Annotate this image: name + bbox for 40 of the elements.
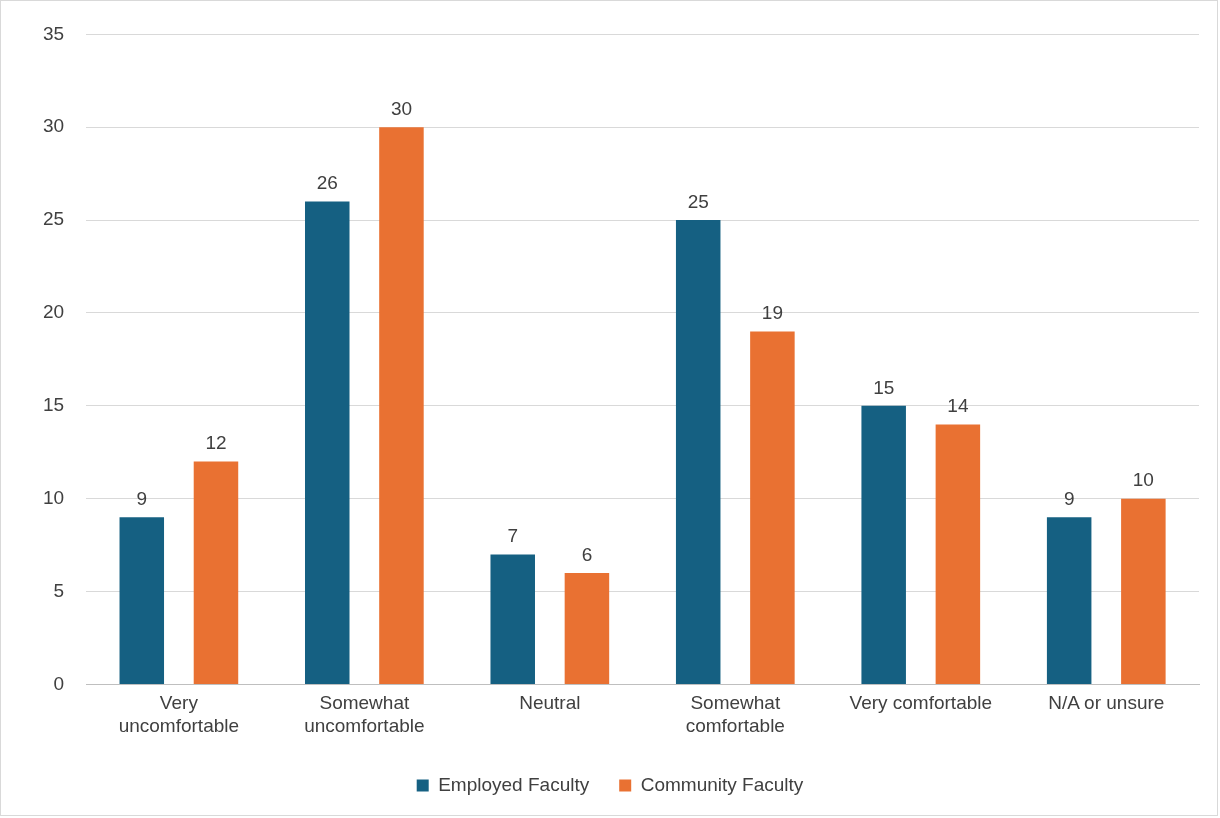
bar bbox=[861, 405, 906, 684]
data-label: 10 bbox=[1132, 469, 1154, 491]
bar bbox=[1046, 517, 1092, 684]
data-label: 26 bbox=[316, 172, 338, 194]
data-label: 30 bbox=[390, 97, 413, 119]
data-label: 25 bbox=[687, 190, 709, 212]
data-label: 7 bbox=[507, 525, 519, 547]
bar bbox=[750, 331, 795, 684]
x-tick-label: Neutral bbox=[519, 692, 581, 714]
x-tick-label: Somewhat comfortable bbox=[685, 692, 785, 736]
bar bbox=[935, 424, 981, 684]
bar bbox=[1121, 498, 1166, 684]
y-tick-label: 35 bbox=[42, 22, 65, 44]
data-label: 6 bbox=[581, 543, 593, 565]
y-tick-label: 25 bbox=[42, 208, 65, 230]
bar bbox=[379, 127, 424, 684]
bar bbox=[490, 554, 535, 684]
bar bbox=[193, 461, 239, 684]
y-tick-label: 30 bbox=[42, 115, 65, 137]
y-tick-label: 10 bbox=[42, 486, 65, 508]
data-label: 15 bbox=[873, 376, 895, 398]
y-tick-label: 15 bbox=[42, 394, 65, 416]
legend-label: Community Faculty bbox=[640, 773, 804, 795]
bar bbox=[119, 517, 165, 684]
data-label: 19 bbox=[761, 302, 783, 324]
bar bbox=[305, 201, 350, 684]
x-tick-label: Very comfortable bbox=[849, 692, 993, 714]
data-label: 14 bbox=[947, 395, 969, 417]
x-tick-label: Somewhat uncomfortable bbox=[304, 692, 425, 736]
y-tick-label: 20 bbox=[42, 301, 65, 323]
bar bbox=[564, 572, 610, 684]
data-label: 12 bbox=[205, 432, 227, 454]
data-label: 9 bbox=[136, 487, 148, 509]
y-tick-label: 0 bbox=[53, 672, 65, 694]
y-tick-label: 5 bbox=[53, 579, 65, 601]
x-tick-label: N/A or unsure bbox=[1048, 692, 1165, 714]
legend-label: Employed Faculty bbox=[438, 773, 590, 795]
x-tick-label: Very uncomfortable bbox=[118, 692, 240, 736]
data-label: 9 bbox=[1063, 487, 1075, 509]
bar bbox=[675, 220, 721, 684]
